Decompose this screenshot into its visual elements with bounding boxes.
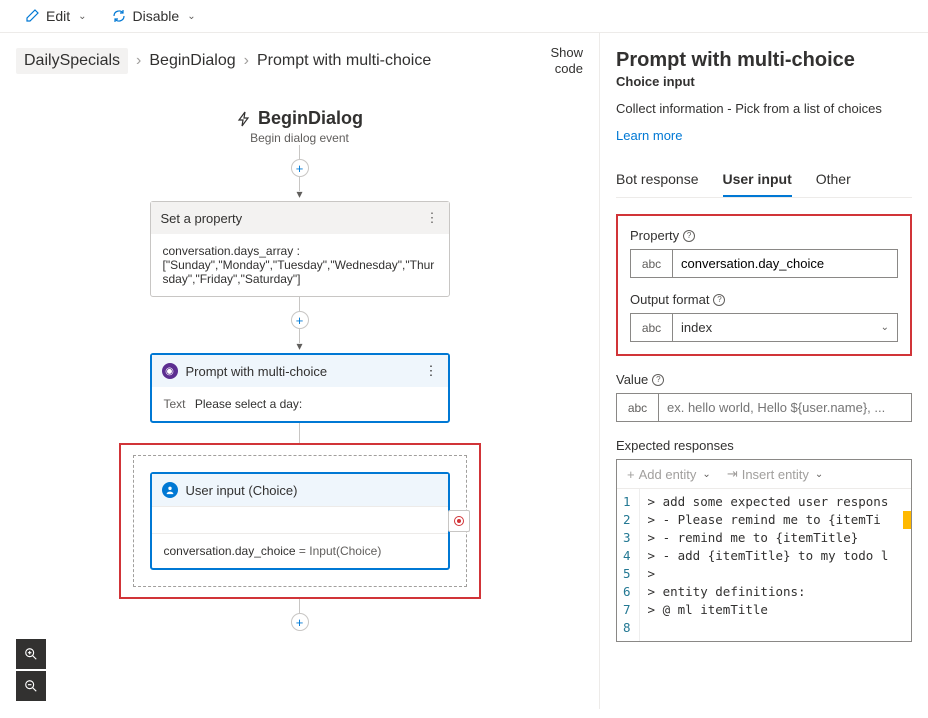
connector [299, 423, 300, 443]
help-icon[interactable]: ? [652, 374, 664, 386]
show-code-label: Show code [543, 45, 583, 76]
zoom-controls [16, 639, 46, 701]
output-format-label: Output format ? [630, 292, 898, 307]
arrow-down-icon: ▾ [296, 187, 302, 201]
breadcrumb-action[interactable]: Prompt with multi-choice [257, 52, 431, 70]
code-gutter: 12345678 [617, 489, 640, 641]
user-icon [162, 482, 178, 498]
expected-responses-section: Expected responses + Add entity ⌄ ⇥ Inse… [616, 438, 912, 642]
highlight-outline: User input (Choice) conversation.day_cho… [119, 443, 481, 599]
prompt-icon: ◉ [162, 363, 178, 379]
add-action-button[interactable]: + [291, 311, 309, 329]
refresh-icon [111, 8, 127, 24]
breadcrumb: DailySpecials › BeginDialog › Prompt wit… [16, 48, 431, 74]
bolt-icon [236, 111, 252, 127]
value-section: Value ? abc [616, 372, 912, 422]
node-title: Set a property [161, 211, 243, 226]
property-label: Property ? [630, 228, 898, 243]
flow: BeginDialog Begin dialog event + ▾ Set a… [0, 84, 599, 631]
trigger-node: BeginDialog Begin dialog event [236, 108, 363, 145]
tab-bot-response[interactable]: Bot response [616, 163, 699, 197]
tab-other[interactable]: Other [816, 163, 851, 197]
expected-responses-box: + Add entity ⌄ ⇥ Insert entity ⌄ 1234567… [616, 459, 912, 642]
add-action-button[interactable]: + [291, 159, 309, 177]
selection-outline: User input (Choice) conversation.day_cho… [133, 455, 467, 587]
output-format-field: abc index ⌄ [630, 313, 898, 342]
connector [299, 145, 300, 159]
prompt-title: Prompt with multi-choice [186, 364, 328, 379]
disable-button[interactable]: Disable ⌄ [111, 8, 196, 24]
node-menu-icon[interactable]: ⋮ [425, 363, 438, 379]
breadcrumb-dialog[interactable]: DailySpecials [16, 48, 128, 74]
warning-marker [903, 511, 911, 529]
panel-tabs: Bot response User input Other [616, 163, 912, 198]
property-field: abc [630, 249, 898, 278]
value-input[interactable] [659, 394, 911, 421]
edit-icon [24, 8, 40, 24]
set-property-node[interactable]: Set a property ⋮ conversation.days_array… [150, 201, 450, 297]
add-entity-button[interactable]: + Add entity ⌄ [627, 466, 711, 482]
breadcrumb-separator: › [136, 52, 141, 70]
disable-label: Disable [133, 8, 180, 24]
user-input-title: User input (Choice) [186, 483, 298, 498]
panel-title: Prompt with multi-choice [616, 49, 912, 72]
expected-responses-toolbar: + Add entity ⌄ ⇥ Insert entity ⌄ [617, 460, 911, 489]
prompt-node[interactable]: ◉ Prompt with multi-choice ⋮ Text Please… [150, 353, 450, 423]
learn-more-link[interactable]: Learn more [616, 128, 682, 143]
property-prefix: abc [631, 250, 673, 277]
node-menu-icon[interactable]: ⋮ [426, 210, 439, 226]
add-action-button[interactable]: + [291, 613, 309, 631]
breadcrumb-trigger[interactable]: BeginDialog [149, 52, 235, 70]
tab-user-input[interactable]: User input [723, 163, 792, 197]
chevron-down-icon: ⌄ [187, 11, 195, 22]
panel-description: Collect information - Pick from a list o… [616, 101, 912, 116]
connector [299, 599, 300, 613]
user-input-empty [152, 506, 448, 534]
panel-subtype: Choice input [616, 74, 912, 89]
expected-responses-editor[interactable]: 12345678 > add some expected user respon… [617, 489, 911, 641]
error-badge[interactable] [448, 510, 470, 532]
trigger-title-text: BeginDialog [258, 108, 363, 129]
connector [299, 297, 300, 311]
zoom-in-button[interactable] [16, 639, 46, 669]
insert-entity-button[interactable]: ⇥ Insert entity ⌄ [727, 466, 824, 482]
highlighted-fields: Property ? abc Output format ? abc index… [616, 214, 912, 356]
properties-panel: Prompt with multi-choice Choice input Co… [600, 33, 928, 709]
output-format-value: index [681, 320, 712, 335]
breadcrumb-row: DailySpecials › BeginDialog › Prompt wit… [0, 33, 599, 84]
zoom-out-button[interactable] [16, 671, 46, 701]
edit-label: Edit [46, 8, 70, 24]
code-lines: > add some expected user respons > - Ple… [640, 489, 911, 641]
value-prefix: abc [617, 394, 659, 421]
user-input-equals: = [296, 544, 310, 558]
node-body: conversation.days_array : ["Sunday","Mon… [151, 234, 449, 296]
prompt-text-label: Text [164, 397, 186, 411]
user-input-node[interactable]: User input (Choice) conversation.day_cho… [150, 472, 450, 570]
edit-button[interactable]: Edit ⌄ [24, 8, 87, 24]
toolbar: Edit ⌄ Disable ⌄ [0, 0, 928, 33]
value-field: abc [616, 393, 912, 422]
design-canvas: DailySpecials › BeginDialog › Prompt wit… [0, 33, 600, 709]
breadcrumb-separator: › [244, 52, 249, 70]
help-icon[interactable]: ? [713, 294, 725, 306]
arrow-down-icon: ▾ [296, 339, 302, 353]
property-input[interactable] [673, 250, 897, 277]
chevron-down-icon: ⌄ [881, 322, 889, 333]
help-icon[interactable]: ? [683, 230, 695, 242]
error-icon [454, 516, 464, 526]
chevron-down-icon: ⌄ [78, 11, 86, 22]
expected-responses-label: Expected responses [616, 438, 912, 453]
output-format-prefix: abc [631, 314, 673, 341]
show-code-button[interactable]: Show code [543, 45, 583, 76]
value-label: Value ? [616, 372, 912, 387]
main-split: DailySpecials › BeginDialog › Prompt wit… [0, 33, 928, 709]
output-format-select[interactable]: index ⌄ [673, 314, 897, 341]
user-input-result: Input(Choice) [309, 544, 381, 558]
prompt-text-value: Please select a day: [195, 397, 302, 411]
user-input-property: conversation.day_choice [164, 544, 296, 558]
trigger-subtitle: Begin dialog event [250, 131, 349, 145]
